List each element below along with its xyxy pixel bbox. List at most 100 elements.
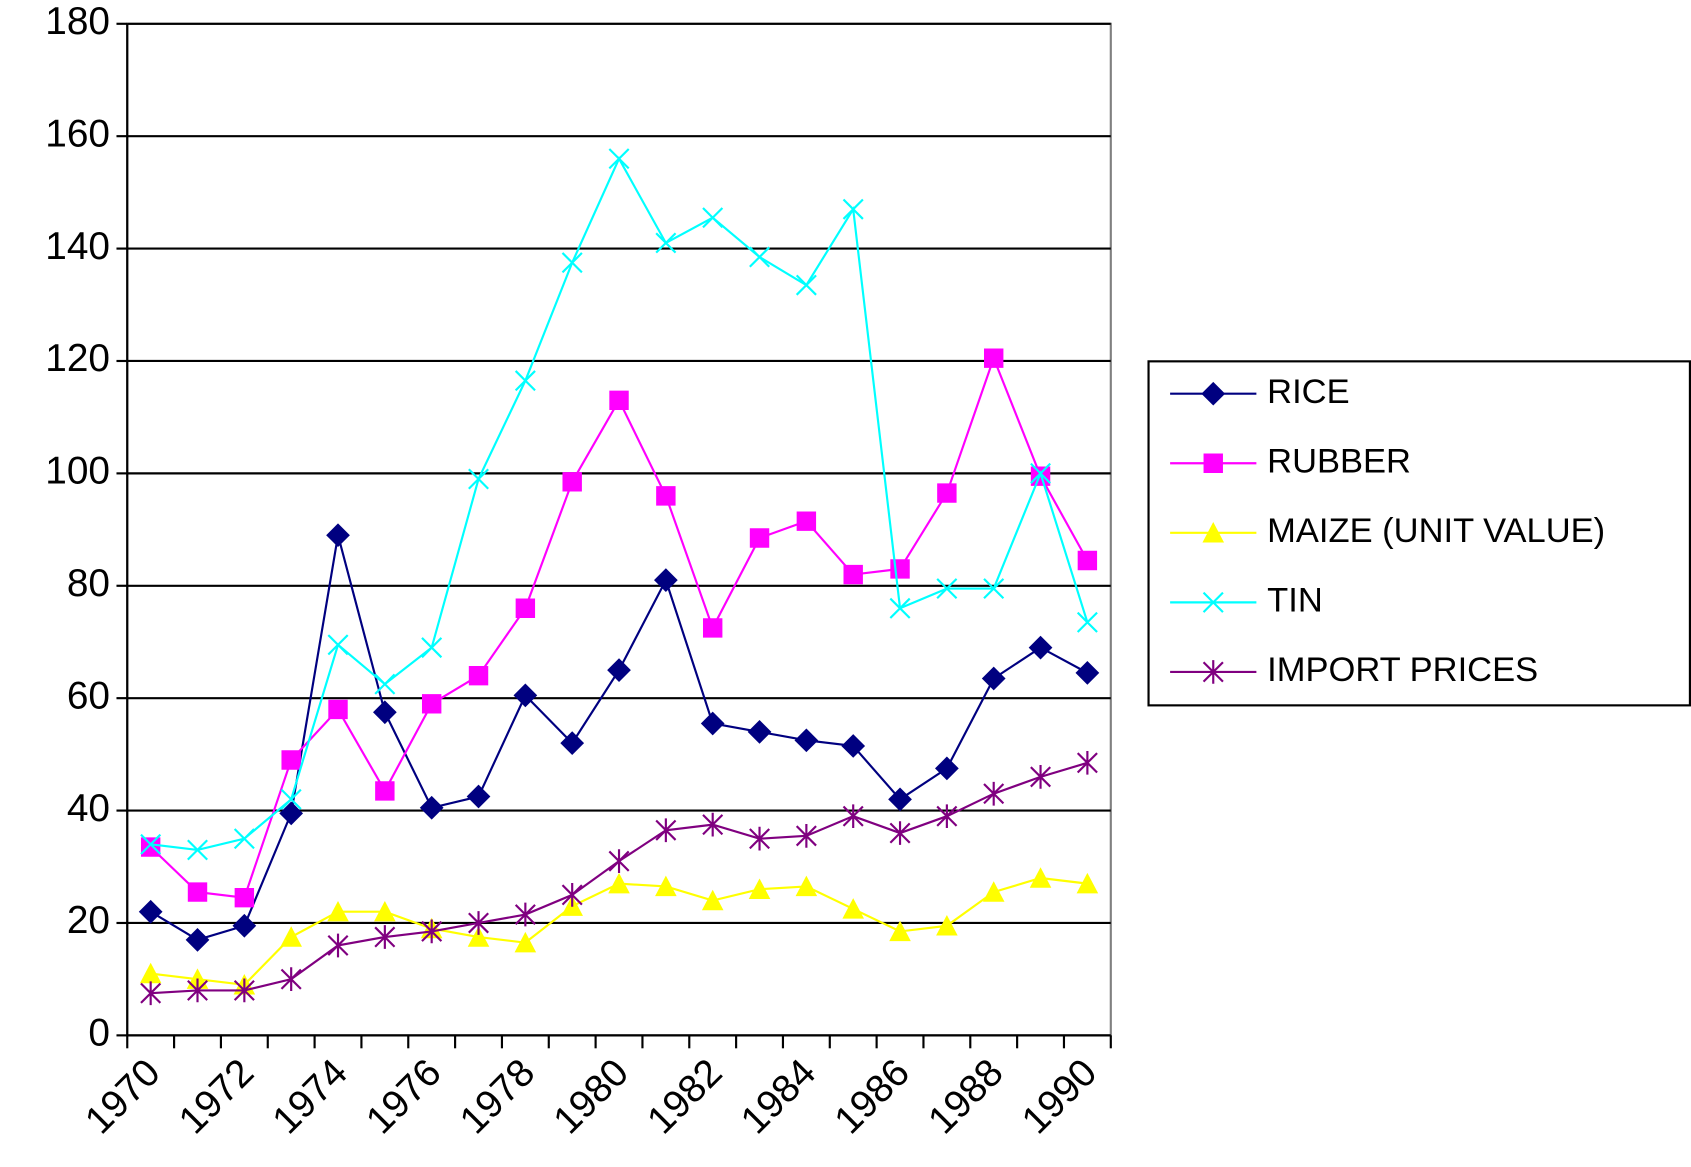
data-point	[1028, 635, 1053, 660]
data-point	[607, 658, 631, 682]
y-tick-label: 40	[67, 787, 110, 830]
data-point	[280, 926, 302, 947]
x-tick-label: 1986	[827, 1051, 918, 1142]
data-point	[843, 564, 863, 585]
y-tick-label: 80	[67, 562, 110, 605]
data-point	[140, 981, 162, 1006]
data-point	[656, 486, 676, 506]
data-point	[748, 878, 771, 899]
data-point	[1030, 764, 1052, 789]
y-tick-label: 140	[45, 225, 110, 268]
series-line	[150, 156, 1089, 852]
data-point	[421, 919, 443, 944]
data-point	[749, 528, 770, 548]
data-point	[608, 849, 630, 874]
y-tick-label: 60	[67, 674, 110, 717]
y-tick-label: 160	[45, 112, 110, 155]
data-point	[889, 821, 911, 845]
data-point	[841, 734, 866, 758]
data-point	[888, 787, 912, 812]
x-tick-label: 1972	[171, 1051, 262, 1142]
data-point	[702, 207, 724, 229]
data-point	[1077, 550, 1098, 571]
data-point	[889, 597, 911, 619]
data-point	[936, 914, 958, 936]
data-point	[187, 978, 208, 1003]
data-point	[185, 927, 210, 952]
legend-marker	[1203, 453, 1223, 473]
data-point	[374, 900, 396, 922]
data-point	[514, 370, 536, 392]
data-point	[466, 784, 491, 809]
data-point	[795, 875, 818, 897]
data-point	[140, 833, 162, 855]
data-point	[842, 198, 864, 220]
x-tick-label: 1984	[733, 1051, 824, 1142]
data-point	[1076, 872, 1099, 894]
data-point	[653, 568, 678, 593]
data-point	[419, 795, 444, 820]
data-point	[982, 881, 1005, 902]
data-point	[421, 694, 442, 714]
x-tick-label: 1990	[1014, 1051, 1105, 1142]
data-point	[514, 931, 537, 953]
legend-label: MAIZE (UNIT VALUE)	[1267, 512, 1605, 550]
data-point	[700, 711, 725, 736]
data-point	[937, 483, 957, 503]
data-point	[747, 720, 772, 744]
data-point	[138, 899, 163, 924]
data-point	[655, 232, 677, 254]
data-point	[749, 826, 771, 851]
data-point	[608, 872, 630, 894]
data-point	[1075, 661, 1100, 685]
data-point	[234, 887, 255, 908]
data-point	[375, 781, 395, 801]
x-tick-label: 1970	[77, 1051, 168, 1142]
data-point	[936, 578, 958, 600]
data-point	[279, 801, 304, 826]
data-point	[796, 511, 817, 531]
data-point	[187, 882, 208, 902]
data-point	[513, 683, 538, 708]
data-point	[609, 390, 629, 411]
data-point	[749, 246, 771, 268]
data-point	[140, 837, 161, 857]
y-tick-label: 100	[45, 450, 110, 493]
data-point	[187, 839, 208, 861]
legend: RICE RUBBER MAIZE (UNIT VALUE) TIN IMPORT PR…	[1147, 360, 1691, 707]
data-point	[421, 637, 443, 659]
data-point	[983, 781, 1005, 806]
data-point	[935, 756, 959, 781]
data-point	[281, 750, 301, 770]
data-point	[280, 967, 302, 992]
data-point	[842, 804, 864, 829]
data-point	[981, 666, 1006, 691]
x-tick-label: 1974	[264, 1051, 355, 1142]
legend-marker	[1202, 591, 1224, 613]
data-point	[795, 274, 817, 296]
x-tick-label: 1976	[358, 1051, 449, 1142]
data-point	[890, 559, 910, 579]
legend-label: IMPORT PRICES	[1267, 651, 1538, 689]
data-point	[1076, 611, 1098, 633]
y-tick-label: 20	[67, 899, 110, 942]
legend-marker	[1202, 522, 1225, 543]
data-point	[327, 933, 349, 958]
data-point	[326, 523, 350, 548]
data-point	[374, 925, 396, 949]
data-point	[139, 962, 162, 984]
x-tick-label: 1980	[545, 1051, 636, 1142]
data-point	[794, 728, 819, 753]
data-point	[327, 900, 349, 922]
data-point	[1030, 462, 1052, 484]
data-point	[795, 823, 817, 848]
data-point	[842, 898, 864, 919]
data-point	[1029, 867, 1052, 888]
data-point	[984, 348, 1004, 368]
y-tick-label: 180	[45, 0, 110, 43]
data-point	[233, 828, 255, 850]
data-point	[608, 148, 630, 170]
data-point	[327, 634, 349, 656]
data-point	[1076, 750, 1098, 775]
